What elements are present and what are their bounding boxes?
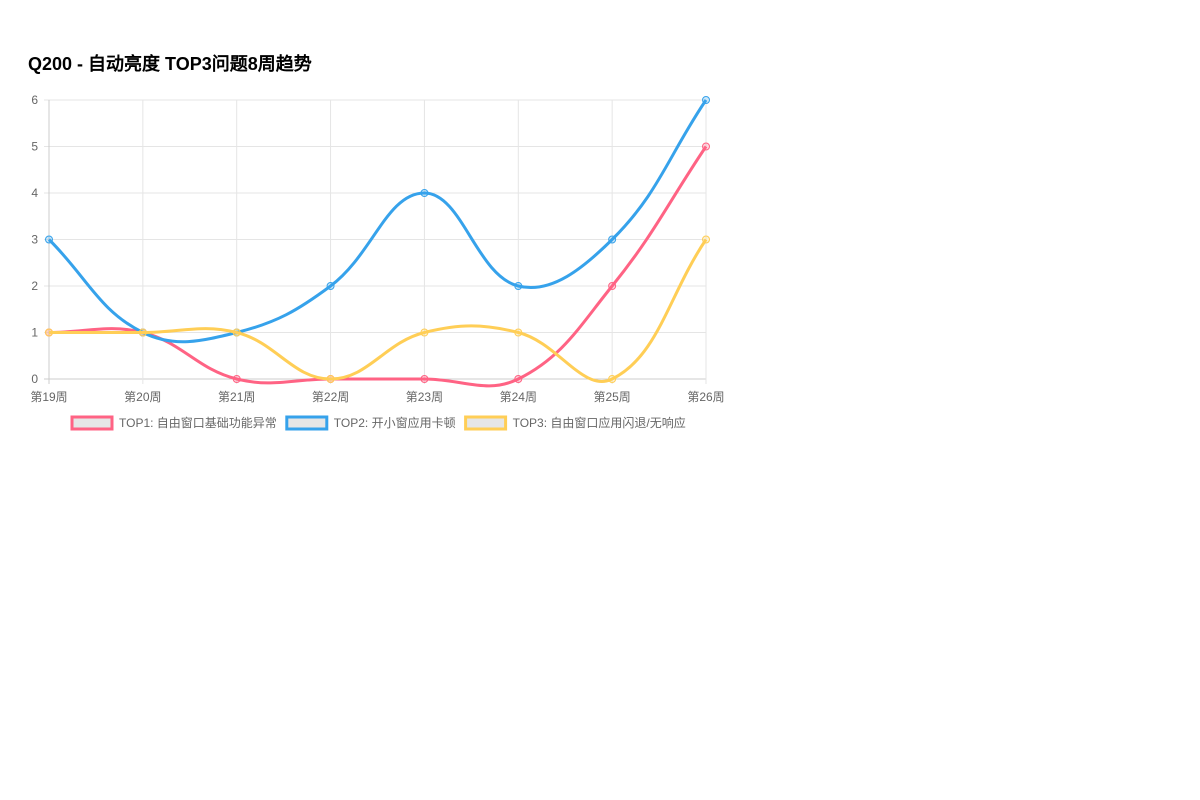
data-point bbox=[326, 282, 335, 290]
data-point bbox=[232, 375, 241, 383]
data-point bbox=[514, 282, 523, 290]
data-point bbox=[514, 328, 523, 337]
data-point bbox=[232, 328, 241, 337]
data-point bbox=[45, 328, 53, 337]
legend-label[interactable]: TOP3: 自由窗口应用闪退/无响应 bbox=[513, 415, 686, 430]
x-tick-label: 第24周 bbox=[500, 390, 537, 404]
x-tick-label: 第25周 bbox=[593, 390, 630, 404]
data-point bbox=[702, 235, 710, 244]
data-point bbox=[702, 96, 710, 104]
data-point bbox=[608, 235, 617, 244]
x-tick-label: 第21周 bbox=[218, 390, 255, 404]
x-tick-label: 第26周 bbox=[687, 390, 724, 404]
data-point bbox=[138, 328, 147, 337]
legend-swatch[interactable] bbox=[70, 415, 114, 431]
x-tick-label: 第22周 bbox=[312, 390, 349, 404]
data-point bbox=[45, 235, 53, 244]
legend-label[interactable]: TOP1: 自由窗口基础功能异常 bbox=[119, 416, 277, 430]
legend-swatch[interactable] bbox=[285, 415, 329, 431]
y-tick-label: 4 bbox=[31, 186, 38, 200]
x-tick-label: 第23周 bbox=[406, 390, 443, 404]
y-tick-label: 1 bbox=[31, 326, 38, 340]
data-point bbox=[420, 189, 429, 197]
y-tick-label: 2 bbox=[31, 279, 38, 293]
legend: TOP1: 自由窗口基础功能异常 TOP2: 开小窗应用卡顿 TOP3: 自由窗口应… bbox=[70, 415, 686, 431]
y-tick-label: 3 bbox=[31, 233, 38, 247]
data-point bbox=[702, 142, 710, 151]
data-point bbox=[608, 375, 617, 383]
y-tick-label: 0 bbox=[31, 372, 38, 386]
data-point bbox=[608, 282, 617, 290]
series-line-3 bbox=[49, 238, 708, 383]
y-tick-label: 5 bbox=[31, 140, 38, 154]
series-line-2 bbox=[47, 99, 708, 344]
y-tick-label: 6 bbox=[31, 93, 38, 107]
chart-title: Q200 - 自动亮度 TOP3问题8周趋势 bbox=[28, 54, 312, 74]
legend-label[interactable]: TOP2: 开小窗应用卡顿 bbox=[334, 415, 456, 430]
series-line-1 bbox=[48, 145, 708, 388]
data-point bbox=[514, 375, 523, 383]
x-tick-label: 第20周 bbox=[124, 390, 161, 404]
data-point bbox=[326, 375, 335, 383]
data-point bbox=[420, 328, 429, 337]
data-point bbox=[420, 375, 429, 383]
x-tick-label: 第19周 bbox=[30, 390, 67, 404]
legend-swatch[interactable] bbox=[464, 415, 508, 431]
